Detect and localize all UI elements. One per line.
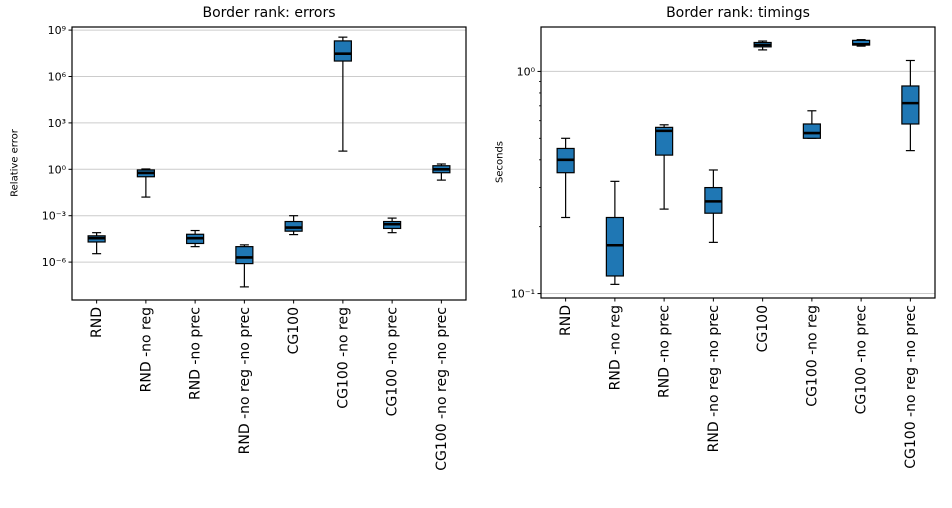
box-CG100_-no_reg [333,36,352,152]
box-RND_-no_reg_-no_prec [235,244,254,288]
box-CG100_-no_reg_-no_prec [901,59,920,152]
box-RND_-no_reg [136,168,155,198]
x-tick-label: CG100 -no prec [854,305,870,414]
box-RND_-no_prec [186,229,205,248]
box-RND [87,232,106,255]
y-tick-label: 10⁹ [48,24,66,37]
x-tick-label: RND [89,307,105,338]
box-CG100_-no_reg_-no_prec [432,163,451,181]
chart-timings-canvas: 10⁰ 10⁻¹ RND RND -no reg RND -no prec RND -no… [511,26,936,469]
x-tick-label: RND -no reg -no prec [237,307,253,454]
x-tick-label: CG100 -no reg -no prec [903,305,919,469]
box-body [901,85,920,125]
box-CG100_-no_prec [852,39,871,47]
box-body [655,126,674,156]
x-tick-label: RND -no reg [607,305,623,390]
chart-timings-title: Border rank: timings [666,5,810,21]
y-tick-label: 10⁰ [517,65,536,78]
y-tick-label: 10⁻⁶ [42,256,67,269]
box-RND_-no_prec [655,124,674,210]
box-CG100 [753,40,772,51]
plot-frame [540,26,936,299]
box-CG100 [284,215,303,236]
chart-errors: Border rank: errors Relative error 10⁹ 10… [10,5,467,471]
x-tick-label: RND -no prec [188,307,204,400]
x-tick-label: CG100 -no reg [335,307,351,409]
box-body [333,40,352,62]
chart-errors-canvas: 10⁹ 10⁶ 10³ 10⁰ 10⁻³ 10⁻⁶ RND RND -no reg RND -n… [42,24,467,471]
x-tick-label: RND [558,305,574,336]
box-RND_-no_reg [605,180,624,285]
x-tick-label: RND -no reg -no prec [706,305,722,452]
x-tick-label: RND -no reg [138,307,154,392]
box-body [235,246,254,265]
box-CG100_-no_reg [802,110,821,139]
x-tick-label: CG100 -no prec [385,307,401,416]
box-RND [556,137,575,219]
x-tick-label: CG100 [286,307,302,354]
y-tick-label: 10⁶ [48,70,67,83]
chart-errors-title: Border rank: errors [202,5,336,21]
x-tick-label: RND -no prec [657,305,673,398]
x-tick-label: CG100 -no reg -no prec [434,307,450,471]
box-body [605,216,624,277]
x-tick-label: CG100 -no reg [804,305,820,407]
plot-frame [71,26,467,301]
y-tick-label: 10⁻³ [42,210,66,223]
y-tick-label: 10⁻¹ [511,288,535,301]
box-RND_-no_reg_-no_prec [704,169,723,243]
y-tick-label: 10⁰ [48,163,67,176]
x-tick-label: CG100 [755,305,771,352]
chart-timings: Border rank: timings Seconds 10⁰ 10⁻¹ RND R… [476,0,952,508]
box-body [802,123,821,139]
box-CG100_-no_prec [383,217,402,234]
y-tick-label: 10³ [48,117,66,130]
